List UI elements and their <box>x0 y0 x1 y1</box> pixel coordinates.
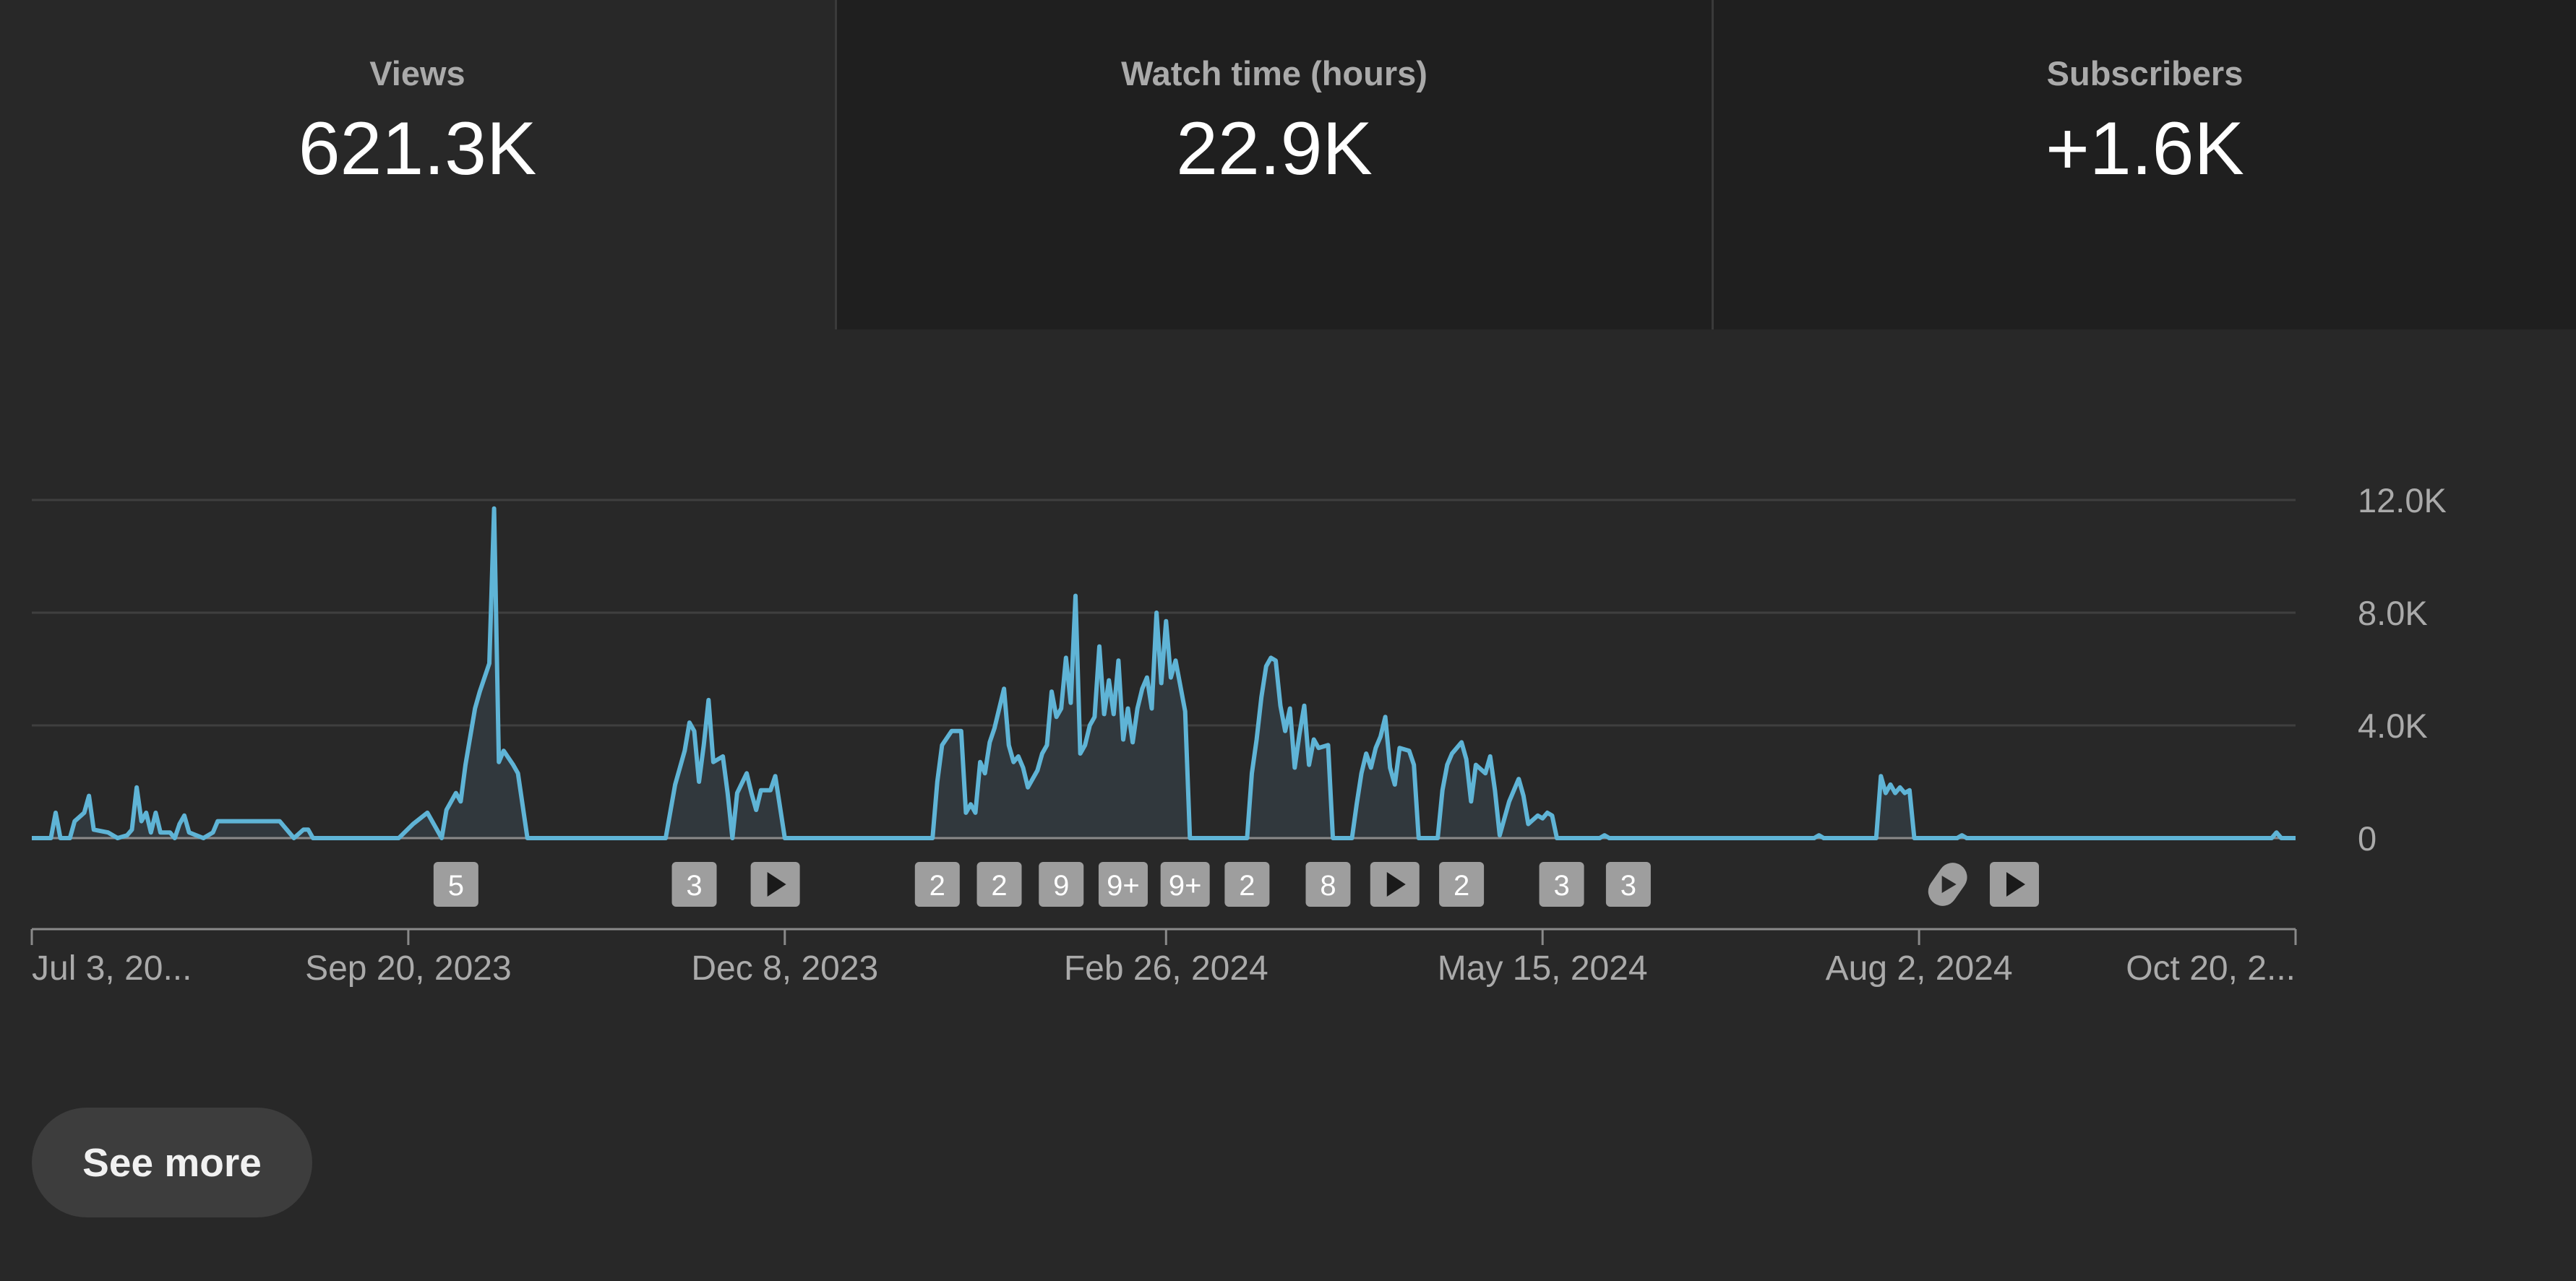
upload-count-label: 2 <box>929 870 945 902</box>
x-tick-label: Feb 26, 2024 <box>1064 949 1268 988</box>
upload-count-marker <box>1439 862 1485 907</box>
upload-count-marker <box>1539 862 1584 907</box>
upload-count-marker <box>1305 862 1351 907</box>
metric-value-subscribers: +1.6K <box>2045 107 2244 191</box>
play-icon <box>2006 872 2025 897</box>
upload-count-label: 3 <box>686 870 702 902</box>
upload-count-label: 8 <box>1320 870 1336 902</box>
y-tick-label: 12.0K <box>2358 481 2447 519</box>
upload-count-marker <box>1039 862 1084 907</box>
upload-count-label: 2 <box>991 870 1007 902</box>
x-tick-label: Dec 8, 2023 <box>691 949 878 988</box>
upload-count-label: 5 <box>448 870 464 902</box>
metric-card-watch-time[interactable]: Watch time (hours) 22.9K <box>835 0 1712 329</box>
metric-label-subscribers: Subscribers <box>2046 54 2244 92</box>
upload-count-label: 2 <box>1239 870 1255 902</box>
metric-cards: Views 621.3K Watch time (hours) 22.9K Su… <box>0 0 2576 329</box>
y-tick-label: 8.0K <box>2358 594 2428 632</box>
y-tick-label: 0 <box>2358 819 2377 858</box>
metric-label-watch-time: Watch time (hours) <box>1121 54 1427 92</box>
upload-count-marker <box>1098 862 1148 907</box>
metric-value-watch-time: 22.9K <box>1176 107 1373 191</box>
upload-count-label: 9+ <box>1107 870 1140 902</box>
y-tick-label: 4.0K <box>2358 707 2428 745</box>
x-tick-label: Aug 2, 2024 <box>1826 949 2013 988</box>
play-icon <box>1386 872 1406 897</box>
x-tick-label: Sep 20, 2023 <box>305 949 512 988</box>
upload-count-label: 3 <box>1620 870 1636 902</box>
upload-count-label: 9 <box>1053 870 1069 902</box>
metric-value-views: 621.3K <box>298 107 537 191</box>
metric-card-subscribers[interactable]: Subscribers +1.6K <box>1712 0 2576 329</box>
metric-card-views[interactable]: Views 621.3K <box>0 0 835 329</box>
upload-count-marker <box>914 862 960 907</box>
see-more-button[interactable]: See more <box>32 1108 312 1217</box>
upload-count-marker <box>976 862 1022 907</box>
upload-count-marker <box>1160 862 1210 907</box>
upload-count-label: 3 <box>1553 870 1569 902</box>
upload-count-marker <box>671 862 717 907</box>
series-line <box>32 506 2296 840</box>
upload-count-marker <box>1605 862 1651 907</box>
shorts-icon <box>1928 863 1967 906</box>
metric-label-views: Views <box>369 54 465 92</box>
x-tick-label: May 15, 2024 <box>1438 949 1648 988</box>
play-icon <box>767 872 786 897</box>
upload-count-marker <box>433 862 478 907</box>
upload-count-marker <box>1224 862 1270 907</box>
upload-count-label: 9+ <box>1169 870 1202 902</box>
x-tick-label: Oct 20, 2... <box>2126 949 2296 988</box>
upload-count-label: 2 <box>1454 870 1469 902</box>
x-tick-label: Jul 3, 20... <box>32 949 192 988</box>
